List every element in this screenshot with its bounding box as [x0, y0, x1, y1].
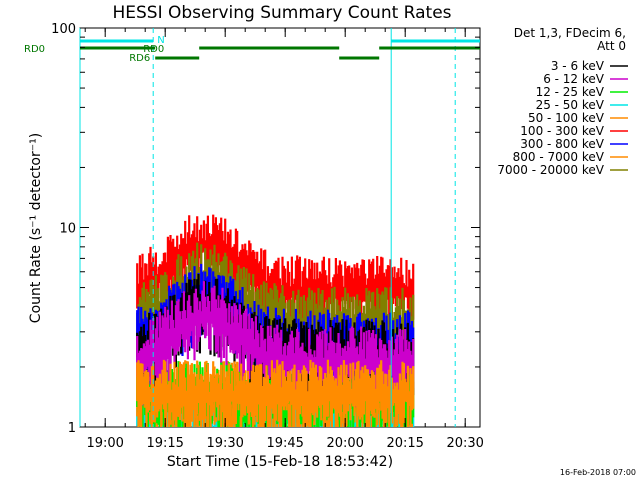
x-tick-label: 20:00: [326, 436, 363, 451]
saa-label: RD0: [143, 44, 164, 55]
series-50-100keV: [136, 359, 415, 427]
legend-label: 3 - 6 keV: [551, 59, 605, 73]
x-tick-label: 19:15: [146, 436, 183, 451]
legend-label: 50 - 100 keV: [528, 111, 605, 125]
x-tick-label: 20:15: [386, 436, 423, 451]
axes-layer: 19:00 19:15 19:30 19:45 20:00 20:15 20:30 1 10 10…: [51, 22, 484, 451]
saa-offset-label: RD6: [129, 53, 150, 64]
legend-label: 300 - 800 keV: [520, 137, 604, 151]
legend-label: 800 - 7000 keV: [513, 150, 605, 164]
series-layer: [136, 214, 415, 427]
y-tick-label: 100: [51, 22, 76, 37]
saa-label: RD0: [24, 44, 45, 55]
legend-label: 12 - 25 keV: [536, 85, 605, 99]
legend-label: 6 - 12 keV: [543, 72, 605, 86]
legend-header-line-1: Det 1,3, FDecim 6,: [514, 26, 626, 40]
night-label: N: [157, 35, 164, 46]
x-tick-label: 20:30: [446, 436, 483, 451]
legend-label: 100 - 300 keV: [520, 124, 604, 138]
y-tick-label: 1: [68, 421, 76, 436]
y-tick-label: 10: [59, 222, 76, 237]
y-axis-label: Count Rate (s⁻¹ detector⁻¹): [28, 133, 44, 323]
series-100-300keV: [136, 214, 415, 340]
x-tick-label: 19:30: [206, 436, 243, 451]
footer-timestamp: 16-Feb-2018 07:00: [560, 468, 636, 477]
legend-label: 25 - 50 keV: [536, 98, 605, 112]
x-tick-label: 19:00: [86, 436, 123, 451]
x-axis-label: Start Time (15-Feb-18 18:53:42): [167, 454, 393, 470]
x-tick-label: 19:45: [266, 436, 303, 451]
legend-header-line-2: Att 0: [597, 39, 626, 53]
legend-label: 7000 - 20000 keV: [497, 163, 604, 177]
chart-title: HESSI Observing Summary Count Rates: [112, 3, 451, 23]
